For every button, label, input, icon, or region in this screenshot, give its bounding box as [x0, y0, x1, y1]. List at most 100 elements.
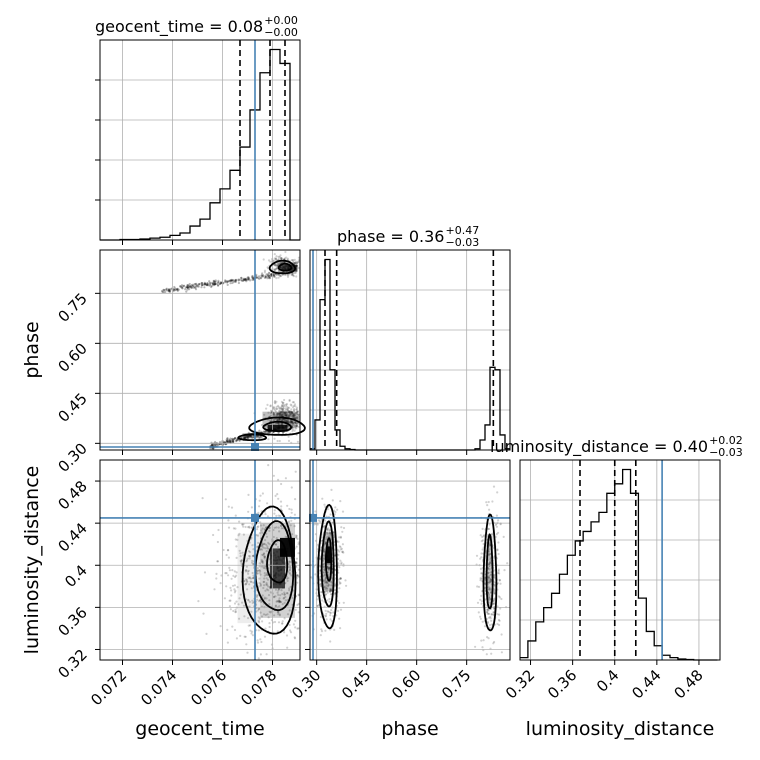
streak-point [175, 288, 178, 291]
scatter-luminosity-distance-vs-geocent-time-sample-point [294, 608, 297, 611]
streak-point [237, 279, 240, 282]
scatter-luminosity-distance-vs-phase-sample-point [334, 506, 337, 509]
scatter-luminosity-distance-vs-phase-sample-point [489, 562, 492, 565]
scatter-phase-vs-geocent-time-sample-point [285, 403, 289, 406]
streak-point [198, 283, 201, 286]
streak-point [245, 280, 248, 283]
streak-point [244, 278, 247, 281]
scatter-phase-vs-geocent-time-sample-point [281, 411, 284, 414]
scatter-phase-vs-geocent-time-sample-point [267, 411, 270, 414]
scatter-phase-vs-geocent-time-sample-point [287, 414, 290, 417]
scatter-luminosity-distance-vs-phase-sample-point [324, 541, 327, 545]
scatter-luminosity-distance-vs-geocent-time-sample-point [265, 597, 268, 600]
scatter-phase-vs-geocent-time-sample-point [260, 423, 263, 427]
scatter-luminosity-distance-vs-phase-sample-point [488, 595, 491, 599]
scatter-luminosity-distance-vs-phase-sample-point [486, 611, 489, 614]
scatter-phase-vs-geocent-time-sample-point [274, 410, 277, 413]
lumdist-phase-density-block-2 [487, 533, 493, 608]
contour-lumdist-phase-left-inner [324, 537, 333, 582]
scatter-phase-vs-geocent-time-sample-point [290, 420, 293, 423]
scatter-luminosity-distance-vs-phase-sample-point [319, 557, 322, 560]
scatter-phase-vs-geocent-time-sample-point [295, 275, 298, 278]
contour-phase-geocent-high-outer [268, 259, 297, 275]
scatter-phase-vs-geocent-time-sample-point [278, 418, 282, 421]
lumdist-phase-density-block-0 [326, 546, 331, 564]
streak-point [194, 282, 197, 286]
scatter-luminosity-distance-vs-phase-sample-point [326, 610, 329, 613]
scatter-phase-vs-geocent-time-sample-point [288, 399, 291, 402]
scatter-luminosity-distance-vs-phase-sample-point [495, 514, 498, 517]
scatter-luminosity-distance-vs-geocent-time-sample-point [239, 555, 242, 558]
scatter-luminosity-distance-vs-phase-sample-point [330, 584, 333, 587]
scatter-luminosity-distance-vs-geocent-time-sample-point [291, 533, 294, 536]
streak-point [251, 436, 254, 439]
scatter-luminosity-distance-vs-phase-sample-point [333, 509, 336, 512]
scatter-luminosity-distance-vs-phase-sample-point [317, 604, 320, 607]
scatter-luminosity-distance-vs-phase-sample-point [490, 580, 493, 583]
streak-point [209, 282, 212, 285]
scatter-luminosity-distance-vs-geocent-time-sample-point [280, 527, 283, 530]
scatter-luminosity-distance-vs-phase-sample-point [334, 583, 337, 586]
scatter-luminosity-distance-vs-geocent-time-sample-point [258, 565, 261, 568]
scatter-luminosity-distance-vs-geocent-time-sample-point [243, 615, 246, 618]
scatter-luminosity-distance-vs-geocent-time-sample-point [261, 544, 264, 547]
scatter-luminosity-distance-vs-phase-sample-point [329, 513, 332, 516]
scatter-phase-vs-geocent-time-sample-point [284, 419, 287, 422]
scatter-luminosity-distance-vs-geocent-time-sample-point [247, 550, 250, 553]
scatter-luminosity-distance-vs-geocent-time-sample-point [283, 617, 286, 620]
scatter-luminosity-distance-vs-geocent-time-sample-point [259, 547, 262, 551]
streak-point [167, 288, 170, 291]
scatter-luminosity-distance-vs-geocent-time-sample-point [287, 577, 290, 580]
scatter-luminosity-distance-vs-geocent-time-sample-point [258, 571, 261, 575]
scatter-luminosity-distance-vs-geocent-time-sample-point [263, 584, 266, 587]
streak-point [212, 447, 215, 450]
streak-point [262, 431, 265, 434]
scatter-luminosity-distance-vs-geocent-time-sample-point [258, 532, 261, 535]
scatter-luminosity-distance-vs-phase-sample-point [323, 586, 326, 589]
scatter-phase-vs-geocent-time-sample-point [282, 414, 285, 417]
scatter-luminosity-distance-vs-geocent-time-sample-point [234, 527, 237, 530]
streak-point [243, 436, 246, 439]
scatter-phase-vs-geocent-time-sample-point [289, 420, 292, 423]
scatter-luminosity-distance-vs-phase-sample-point [487, 579, 490, 582]
streak-point [272, 274, 275, 277]
scatter-luminosity-distance-vs-geocent-time-sample-point [251, 561, 254, 564]
scatter-luminosity-distance-vs-geocent-time-sample-point [263, 555, 266, 558]
scatter-phase-vs-geocent-time-sample-point [297, 413, 300, 416]
scatter-luminosity-distance-vs-geocent-time-sample-point [265, 535, 269, 538]
scatter-luminosity-distance-vs-phase-sample-point [486, 620, 489, 623]
scatter-luminosity-distance-vs-phase-sample-point [323, 585, 326, 588]
scatter-luminosity-distance-vs-geocent-time-sample-point [246, 580, 249, 583]
streak-point [213, 279, 216, 282]
scatter-phase-vs-geocent-time-sample-point [273, 257, 276, 260]
scatter-luminosity-distance-vs-geocent-time-sample-point [295, 536, 298, 539]
scatter-luminosity-distance-vs-phase-sample-point [490, 619, 493, 622]
scatter-luminosity-distance-vs-geocent-time-sample-point [246, 559, 249, 562]
scatter-luminosity-distance-vs-geocent-time-sample-point [197, 600, 200, 603]
streak-point [232, 280, 235, 283]
scatter-phase-vs-geocent-time-sample-point [287, 420, 290, 423]
streak-point [252, 277, 255, 280]
scatter-luminosity-distance-vs-phase-sample-point [327, 584, 330, 587]
streak-point [260, 274, 263, 277]
streak-point [210, 284, 213, 288]
scatter-luminosity-distance-vs-geocent-time-sample-point [278, 600, 281, 603]
scatter-luminosity-distance-vs-geocent-time-sample-point [235, 574, 238, 577]
scatter-luminosity-distance-vs-geocent-time-sample-point [266, 578, 270, 581]
scatter-phase-vs-geocent-time-sample-point [297, 256, 300, 259]
scatter-phase-vs-geocent-time-sample-point [295, 422, 298, 425]
scatter-phase-vs-geocent-time-sample-point [277, 269, 280, 273]
scatter-luminosity-distance-vs-phase-sample-point [506, 562, 509, 565]
scatter-luminosity-distance-vs-phase-sample-point [487, 571, 490, 574]
scatter-luminosity-distance-vs-geocent-time-sample-point [267, 464, 270, 467]
scatter-luminosity-distance-vs-phase-sample-point [477, 611, 480, 614]
scatter-phase-vs-geocent-time-sample-point [279, 414, 282, 417]
scatter-luminosity-distance-vs-phase-sample-point [496, 582, 499, 585]
scatter-luminosity-distance-vs-geocent-time-sample-point [238, 532, 241, 535]
scatter-luminosity-distance-vs-geocent-time-sample-point [239, 560, 243, 563]
scatter-luminosity-distance-vs-geocent-time-sample-point [248, 583, 251, 586]
scatter-luminosity-distance-vs-geocent-time-sample-point [297, 627, 300, 630]
scatter-luminosity-distance-vs-geocent-time-sample-point [283, 631, 286, 634]
scatter-luminosity-distance-vs-phase-sample-point [497, 531, 500, 534]
streak-point [273, 275, 276, 278]
